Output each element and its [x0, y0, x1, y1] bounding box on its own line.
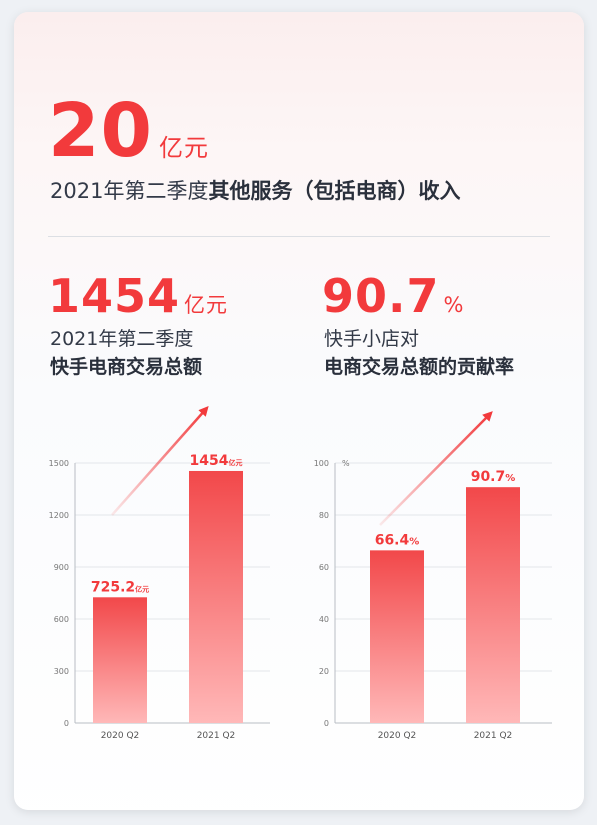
share-label-line2: 电商交易总额的贡献率	[324, 358, 514, 377]
headline-desc-prefix: 2021年第二季度	[50, 179, 209, 203]
share-label-bold: 电商交易总额的贡献率	[324, 356, 515, 378]
gmv-label-line2: 快手电商交易总额	[50, 358, 202, 377]
headline-value: 20 亿元	[48, 94, 209, 168]
gmv-stat-value: 1454 亿元	[48, 273, 228, 319]
headline-description: 2021年第二季度其他服务（包括电商）收入	[50, 181, 460, 202]
share-stat-value: 90.7%	[322, 273, 464, 319]
gmv-unit: 亿元	[184, 293, 229, 317]
headline-desc-bold: 其他服务（包括电商）收入	[208, 179, 461, 203]
share-unit: %	[443, 293, 465, 317]
gmv-label-line1: 2021年第二季度	[50, 328, 194, 350]
section-divider	[48, 236, 550, 237]
share-number: 90.7	[322, 269, 440, 323]
headline-unit: 亿元	[158, 134, 209, 162]
gmv-number: 1454	[48, 269, 181, 323]
gmv-label-bold: 快手电商交易总额	[50, 356, 203, 378]
share-label-line1: 快手小店对	[324, 328, 420, 350]
headline-number: 20	[48, 88, 153, 174]
